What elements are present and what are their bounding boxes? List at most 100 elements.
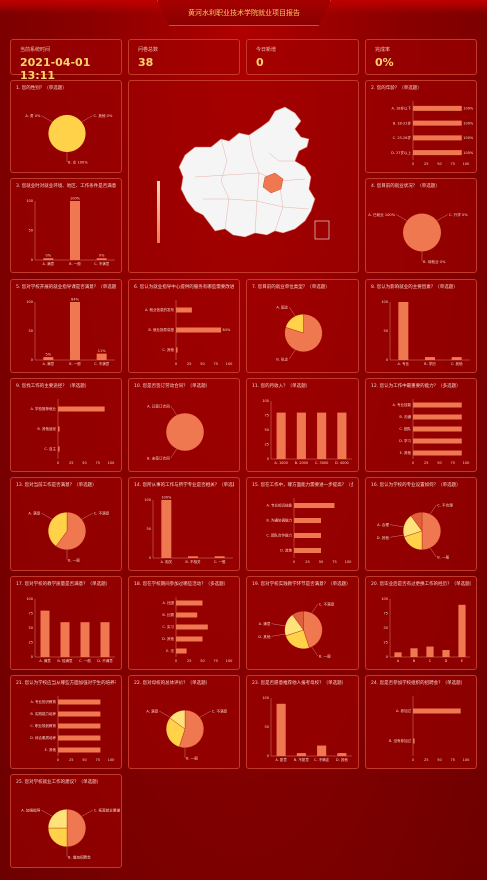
hbar-chart[interactable]: 0 25 50 75 100 A. 专业技能 B. 沟通 C. 团队 D. 学习 E. 其他 [366, 379, 478, 473]
bar[interactable] [176, 648, 187, 654]
pie-slice[interactable] [410, 512, 423, 532]
bar[interactable] [413, 414, 462, 420]
survey-panel-p10[interactable]: 10. 您是否签订劳动合同？（单选题） A. 已签订合同 B. 未签订合同 [128, 378, 240, 472]
survey-panel-p11[interactable]: 11. 您的月收入？（单选题） 0 25 50 75 100 A. 1000 B. 2000 C… [246, 378, 359, 472]
pie-slice[interactable] [55, 512, 86, 550]
bar[interactable] [294, 518, 321, 523]
pie-slice[interactable] [179, 710, 204, 748]
survey-panel-p25[interactable]: 25. 您对学校就业工作的建议？（单选题） A. 加强指导 B. 增加招聘会 C. 拓… [10, 774, 122, 868]
survey-panel-p9[interactable]: 9. 您找工作的主要途径？（单选题） 0 25 50 75 100 A. 学校推荐就业 B. … [10, 378, 122, 472]
survey-panel-p20[interactable]: 20. 您毕业后是否有过更换工作的经历？（单选题） 0 25 50 75 100 A B C D E [365, 576, 477, 670]
survey-panel-p8[interactable]: 8. 您认为影响就业的主要因素？（单选题） 0 50 100 A. 专业 B. 学历 C. … [365, 279, 477, 373]
bar[interactable] [296, 753, 306, 756]
bar[interactable] [413, 738, 415, 744]
pie-slice[interactable] [48, 114, 86, 153]
bar[interactable] [458, 604, 466, 657]
vbar-chart[interactable]: 0 50 100 5% A. 满意 84% B. 一般 11% C. 不满意 [11, 280, 123, 374]
pie-slice[interactable] [48, 809, 68, 829]
vbar-chart[interactable]: 0 25 50 75 100 A B C D E [366, 577, 478, 671]
bar[interactable] [337, 412, 347, 459]
bar[interactable] [70, 201, 80, 260]
bar[interactable] [80, 622, 90, 657]
bar[interactable] [58, 406, 105, 412]
pie-chart[interactable]: A. 合理 B. 一般 C. 不合理 D. 其他 [366, 478, 478, 572]
survey-panel-p17[interactable]: 17. 您对学校的教学质量是否满意？（单选题） 0 25 50 75 100 A. 满意 B.… [10, 576, 122, 670]
survey-panel-p1[interactable]: 1. 您的性别？（单选题） A. 男 0% B. 女 100% C. 其他 0% [10, 80, 122, 173]
pie-slice[interactable] [48, 512, 68, 547]
pie-chart[interactable]: A. 满意 B. 一般 C. 不满意 [129, 676, 241, 770]
survey-panel-p2[interactable]: 2. 您的年龄？（单选题） 0 25 50 75 100 A. 18岁以下 100% B. 18… [365, 80, 477, 173]
survey-panel-p14[interactable]: 14. 您所从事的工作与所学专业是否相关？（单选题） 0 50 100 100% A. 相… [128, 477, 240, 571]
bar[interactable] [294, 533, 321, 538]
hbar-chart[interactable]: 0 25 50 75 100 A. 18岁以下 100% B. 18-22岁 100% C. 23… [366, 81, 478, 174]
vbar-chart[interactable]: 0 50 100 A. 愿意 B. 不愿意 C. 不确定 D. 其他 [247, 676, 360, 770]
bar[interactable] [413, 426, 462, 432]
survey-panel-p7[interactable]: 7. 您目前的就业单位类型？（单选题） A. 国企 B. 私企 [246, 279, 359, 373]
bar[interactable] [413, 450, 462, 456]
bar[interactable] [176, 636, 203, 642]
pie-chart[interactable]: A. 满意 B. 一般 C. 不满意 D. 其他 [247, 577, 360, 671]
bar[interactable] [176, 307, 192, 313]
bar[interactable] [70, 302, 80, 360]
pie-chart[interactable]: A. 已就业 100% B. 待就业 0% C. 升学 0% [366, 179, 478, 274]
bar[interactable] [60, 622, 70, 657]
survey-panel-p13[interactable]: 13. 您对当前工作是否满意？（单选题） A. 满意 B. 一般 C. 不满意 [10, 477, 122, 571]
survey-panel-p24[interactable]: 24. 您是否参加学校组织的招聘会？（单选题） 0 25 50 75 100 A. 参加过 B… [365, 675, 477, 769]
pie-chart[interactable]: A. 男 0% B. 女 100% C. 其他 0% [11, 81, 123, 174]
pie-chart[interactable]: A. 满意 B. 一般 C. 不满意 [11, 478, 123, 572]
pie-slice[interactable] [403, 213, 441, 252]
pie-slice[interactable] [421, 512, 441, 550]
bar[interactable] [58, 446, 60, 452]
hbar-chart[interactable]: 0 25 50 75 100 A. 学校推荐就业 B. 其他途径 C. 自主 [11, 379, 123, 473]
bar[interactable] [176, 612, 198, 618]
pie-slice[interactable] [169, 710, 186, 730]
pie-slice[interactable] [48, 827, 68, 847]
hbar-chart[interactable]: 0 25 50 75 100 A. 就业信息的发布 B. 就业指导讲座 84% C. 其他 [129, 280, 241, 374]
survey-panel-p16[interactable]: 16. 您认为学校的专业设置如何？（单选题） A. 合理 B. 一般 C. 不合理 D.… [365, 477, 477, 571]
vbar-chart[interactable]: 0 50 100 A. 专业 B. 学历 C. 其他 [366, 280, 478, 374]
survey-panel-p12[interactable]: 12. 您认为工作中最重要的能力？（多选题） 0 25 50 75 100 A. 专业技能 B… [365, 378, 477, 472]
bar[interactable] [413, 120, 462, 126]
bar[interactable] [96, 353, 107, 360]
pie-slice[interactable] [66, 809, 86, 847]
bar[interactable] [337, 753, 347, 756]
bar[interactable] [413, 150, 462, 156]
bar[interactable] [58, 711, 101, 717]
bar[interactable] [413, 402, 462, 408]
bar[interactable] [58, 747, 101, 753]
china-map-shape[interactable] [178, 106, 316, 238]
bar[interactable] [394, 652, 402, 657]
hbar-chart[interactable]: 0 25 50 75 100 A. 社团 B. 比赛 C. 实习 D. 其他 E. 无 [129, 577, 241, 671]
pie-chart[interactable]: A. 国企 B. 私企 [247, 280, 360, 374]
vbar-chart[interactable]: 0 50 100 100% A. 相关 B. 不相关 C. 一般 [129, 478, 241, 572]
survey-panel-p3[interactable]: 3. 您就业时对就业环境、地区、工作条件是否满意？（单选题） 0 50 100 0% A.… [10, 178, 122, 273]
survey-panel-p19[interactable]: 19. 您对学校实践教学环节是否满意？（单选题） A. 满意 B. 一般 C. 不满意… [246, 576, 359, 670]
pie-slice[interactable] [292, 611, 304, 631]
bar[interactable] [176, 624, 208, 630]
pie-slice[interactable] [285, 629, 310, 649]
bar[interactable] [176, 327, 222, 333]
hbar-chart[interactable]: 0 25 50 75 100 A. 专业知识教育 B. 实践能力培养 C. 职业规划教育 D. … [11, 676, 123, 770]
bar[interactable] [58, 699, 101, 705]
highlighted-province[interactable] [262, 172, 284, 194]
survey-panel-p6[interactable]: 6. 您认为就业指导中心提供的服务有哪些需要改进？（多选题） 0 25 50 75 100… [128, 279, 240, 373]
bar[interactable] [426, 646, 434, 657]
bar[interactable] [425, 357, 435, 360]
bar[interactable] [43, 357, 54, 360]
vbar-chart[interactable]: 0 50 100 0% A. 满意 100% B. 一般 0% C. 不满意 [11, 179, 123, 274]
bar[interactable] [317, 412, 327, 459]
bar[interactable] [294, 503, 335, 508]
bar[interactable] [413, 438, 462, 444]
bar[interactable] [294, 548, 321, 553]
pie-chart[interactable]: A. 加强指导 B. 增加招聘会 C. 拓宽就业渠道 [11, 775, 123, 869]
bar[interactable] [58, 723, 101, 729]
china-map-panel[interactable] [128, 80, 359, 273]
survey-panel-p21[interactable]: 21. 您认为学校应当从哪些方面加强对学生的培养？（多选题） 0 25 50 75 100… [10, 675, 122, 769]
bar[interactable] [58, 735, 101, 741]
pie-slice[interactable] [166, 413, 204, 451]
survey-panel-p23[interactable]: 23. 您是否愿意推荐他人报考母校？（单选题） 0 50 100 A. 愿意 B. 不愿意… [246, 675, 359, 769]
bar[interactable] [176, 600, 203, 606]
pie-slice[interactable] [303, 611, 323, 649]
bar[interactable] [442, 650, 450, 657]
bar[interactable] [276, 412, 286, 459]
